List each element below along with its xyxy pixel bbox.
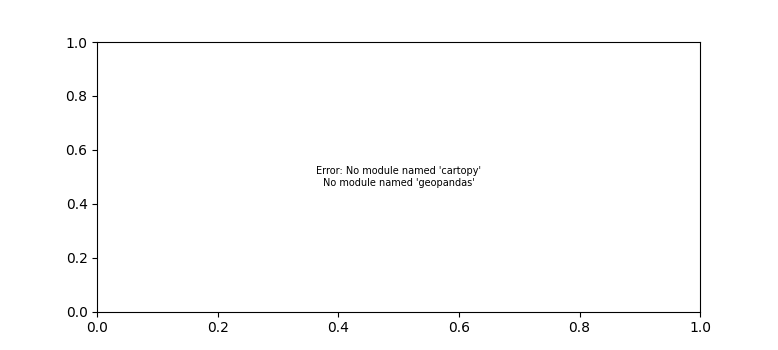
Text: Error: No module named 'cartopy'
No module named 'geopandas': Error: No module named 'cartopy' No modu… bbox=[316, 166, 482, 188]
